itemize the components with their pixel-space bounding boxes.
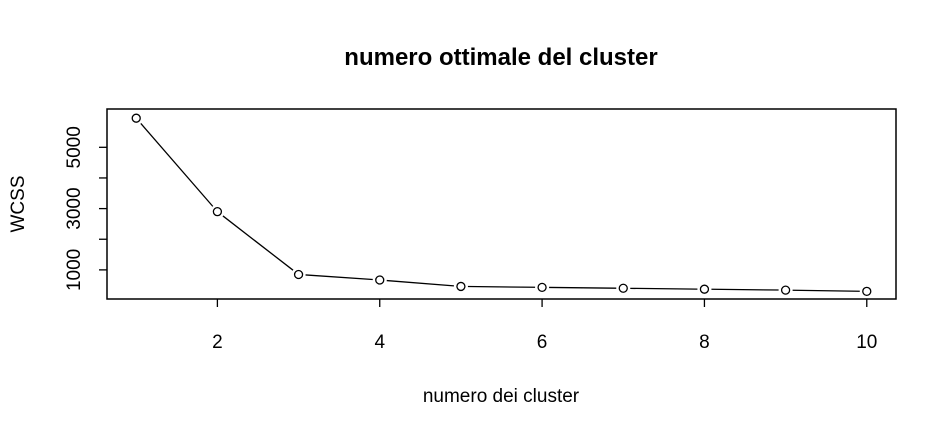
x-axis: 2 4 6 8 10 (212, 299, 877, 353)
data-point (131, 113, 141, 123)
x-tick-label: 10 (856, 332, 877, 353)
data-points (131, 113, 872, 296)
chart-title: numero ottimale del cluster (344, 44, 657, 71)
x-axis-label: numero dei cluster (423, 386, 580, 407)
data-point (862, 286, 872, 296)
y-tick-label: 5000 (64, 126, 85, 168)
data-point (537, 282, 547, 293)
data-point (293, 269, 304, 280)
data-point (212, 207, 223, 217)
series-line (140, 123, 860, 292)
y-tick-label: 1000 (64, 249, 85, 291)
x-tick-label: 8 (699, 332, 710, 353)
plot-frame (106, 108, 897, 300)
data-point (780, 285, 791, 295)
y-axis: 1000 3000 5000 (64, 126, 107, 291)
x-tick-label: 4 (374, 332, 385, 353)
data-point (456, 281, 466, 292)
x-tick-label: 2 (212, 332, 223, 353)
y-tick-label: 3000 (64, 187, 85, 229)
y-axis-label: WCSS (8, 176, 29, 233)
x-tick-label: 6 (537, 332, 548, 353)
data-point (375, 275, 385, 285)
data-point (699, 284, 710, 294)
data-point (618, 283, 628, 293)
